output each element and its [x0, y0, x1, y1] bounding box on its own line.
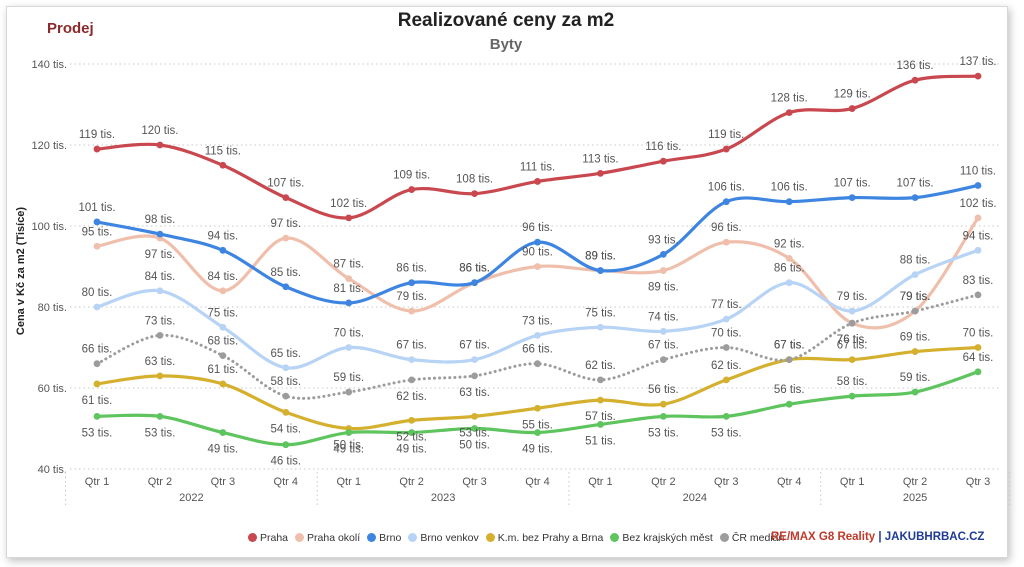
legend-item[interactable]: K.m. bez Prahy a Brna — [485, 532, 604, 544]
legend-marker — [485, 533, 495, 542]
legend-label: Praha okolí — [307, 532, 361, 544]
legend-label: Brno — [379, 532, 402, 544]
legend-marker — [248, 533, 257, 542]
legend-item[interactable]: Brno — [367, 532, 401, 544]
chart-subtitle: Byty — [489, 36, 523, 53]
y-axis-label: Cena v Kč za m2 (Tisíce) — [15, 206, 27, 336]
brand-website: JAKUBHRBAC.CZ — [884, 531, 985, 543]
legend-item[interactable]: Bez krajských měst — [610, 532, 713, 544]
legend-marker — [367, 533, 377, 542]
legend-item[interactable]: Brno venkov — [408, 532, 479, 544]
legend-item[interactable]: Praha — [248, 532, 288, 544]
legend-marker — [610, 533, 620, 542]
legend-label: Brno venkov — [420, 532, 479, 544]
legend-marker — [408, 533, 418, 542]
legend-label: Bez krajských měst — [622, 532, 713, 544]
legend-label: ČR medián — [731, 532, 785, 544]
legend-label: K.m. bez Prahy a Brna — [497, 532, 604, 544]
legend-marker — [295, 533, 305, 542]
legend-marker — [719, 533, 729, 542]
legend: Praha Praha okolí Brno Brno venkov K.m. bez … — [248, 532, 791, 544]
brand-separator: | — [875, 531, 885, 543]
transaction-type-label: Prodej — [47, 20, 94, 37]
brand-footer: RE/MAX G8 Reality | JAKUBHRBAC.CZ — [771, 531, 984, 543]
chart-title: Realizované ceny za m2 — [397, 10, 615, 31]
chart-frame — [6, 6, 1008, 558]
brand-agency: RE/MAX G8 Reality — [771, 531, 876, 543]
legend-item[interactable]: ČR medián — [719, 532, 785, 544]
legend-label: Praha — [260, 532, 289, 544]
legend-item[interactable]: Praha okolí — [295, 532, 360, 544]
